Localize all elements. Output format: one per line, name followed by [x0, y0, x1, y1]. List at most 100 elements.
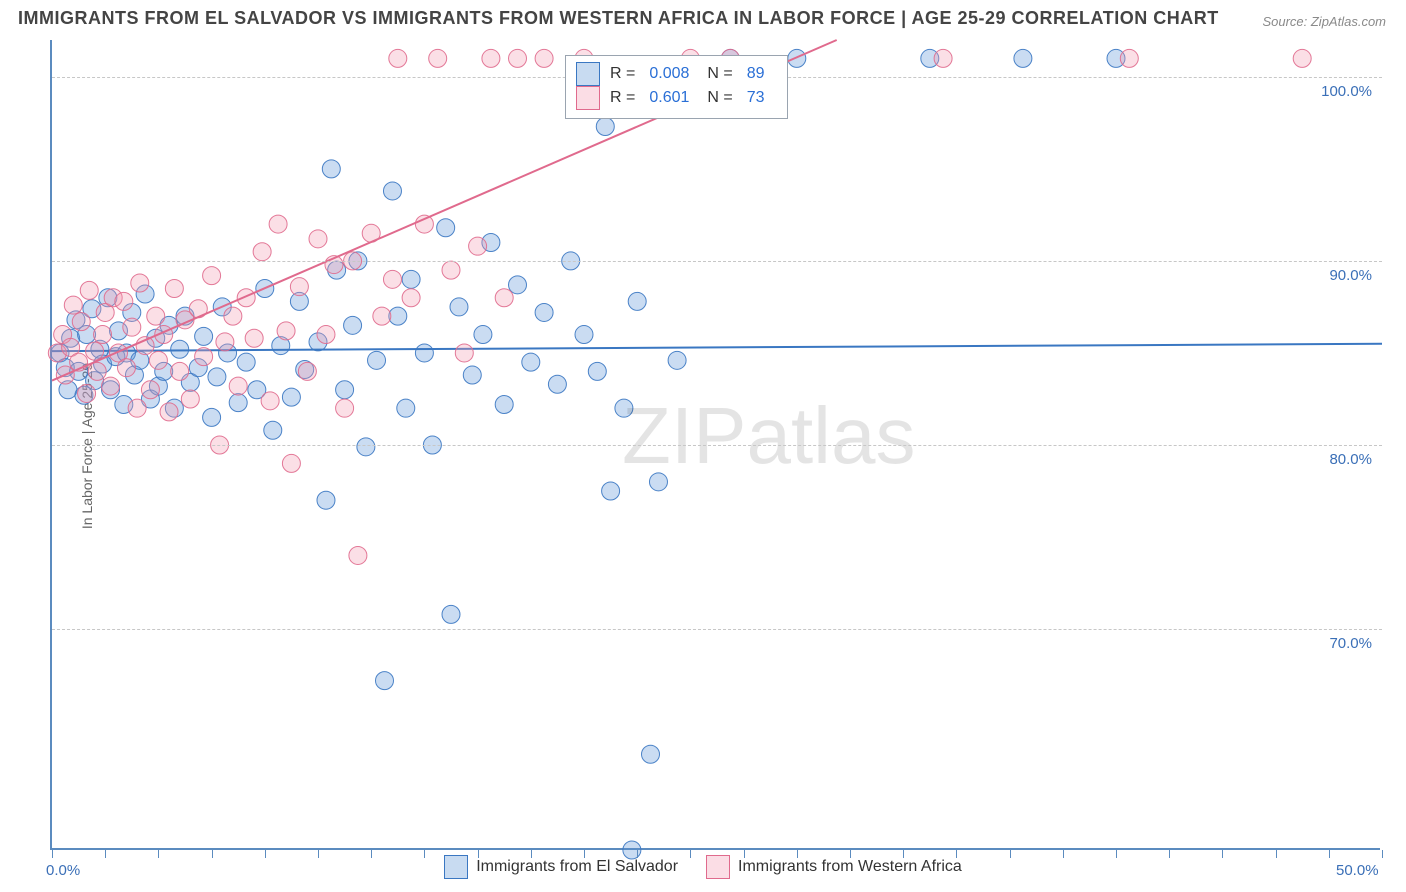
data-point — [298, 362, 316, 380]
data-point — [509, 49, 527, 67]
series-legend: Immigrants from El Salvador Immigrants fr… — [0, 855, 1406, 884]
data-point — [115, 292, 133, 310]
data-point — [402, 270, 420, 288]
data-point — [588, 362, 606, 380]
data-point — [290, 278, 308, 296]
data-point — [376, 672, 394, 690]
source-label: Source: ZipAtlas.com — [1262, 14, 1386, 29]
data-point — [264, 421, 282, 439]
data-point — [442, 605, 460, 623]
data-point — [269, 215, 287, 233]
data-point — [253, 243, 271, 261]
data-point — [261, 392, 279, 410]
data-point — [149, 351, 167, 369]
data-point — [628, 292, 646, 310]
data-point — [309, 230, 327, 248]
data-point — [389, 307, 407, 325]
data-point — [934, 49, 952, 67]
data-point — [397, 399, 415, 417]
plot-area: ZIPatlas 70.0%80.0%90.0%100.0%0.0%50.0% — [50, 40, 1380, 850]
data-point — [509, 276, 527, 294]
legend-label: Immigrants from El Salvador — [476, 858, 678, 876]
correlation-legend: R =0.008N =89R =0.601N =73 — [565, 55, 788, 119]
data-point — [437, 219, 455, 237]
data-point — [522, 353, 540, 371]
legend-swatch — [444, 855, 468, 879]
data-point — [495, 396, 513, 414]
data-point — [237, 289, 255, 307]
data-point — [649, 473, 667, 491]
data-point — [165, 280, 183, 298]
data-point — [482, 49, 500, 67]
data-point — [282, 388, 300, 406]
chart-svg — [52, 40, 1380, 848]
legend-n-value: 89 — [743, 63, 773, 85]
data-point — [336, 381, 354, 399]
data-point — [317, 326, 335, 344]
data-point — [195, 348, 213, 366]
legend-r-value: 0.008 — [645, 63, 697, 85]
data-point — [195, 327, 213, 345]
data-point — [344, 316, 362, 334]
legend-item: Immigrants from El Salvador — [444, 855, 678, 879]
data-point — [402, 289, 420, 307]
y-tick-label: 100.0% — [1312, 83, 1372, 100]
data-point — [602, 482, 620, 500]
data-point — [615, 399, 633, 417]
data-point — [123, 318, 141, 336]
data-point — [171, 362, 189, 380]
data-point — [80, 281, 98, 299]
data-point — [224, 307, 242, 325]
data-point — [203, 408, 221, 426]
data-point — [368, 351, 386, 369]
data-point — [548, 375, 566, 393]
data-point — [229, 377, 247, 395]
data-point — [642, 745, 660, 763]
data-point — [245, 329, 263, 347]
data-point — [469, 237, 487, 255]
y-tick-label: 70.0% — [1312, 635, 1372, 652]
data-point — [383, 270, 401, 288]
data-point — [237, 353, 255, 371]
data-point — [216, 333, 234, 351]
data-point — [389, 49, 407, 67]
data-point — [86, 342, 104, 360]
data-point — [128, 399, 146, 417]
data-point — [282, 454, 300, 472]
data-point — [575, 326, 593, 344]
data-point — [1293, 49, 1311, 67]
legend-swatch — [576, 86, 600, 110]
data-point — [72, 313, 90, 331]
data-point — [535, 49, 553, 67]
data-point — [668, 351, 686, 369]
data-point — [788, 49, 806, 67]
legend-swatch — [576, 62, 600, 86]
data-point — [463, 366, 481, 384]
legend-item: Immigrants from Western Africa — [706, 855, 962, 879]
legend-row: R =0.008N =89 — [576, 62, 773, 86]
gridline — [52, 445, 1382, 446]
legend-r-label: R = — [610, 63, 635, 85]
data-point — [322, 160, 340, 178]
data-point — [455, 344, 473, 362]
legend-r-label: R = — [610, 87, 635, 109]
chart-title: IMMIGRANTS FROM EL SALVADOR VS IMMIGRANT… — [18, 8, 1219, 29]
data-point — [102, 377, 120, 395]
data-point — [415, 215, 433, 233]
data-point — [429, 49, 447, 67]
data-point — [1120, 49, 1138, 67]
data-point — [117, 359, 135, 377]
data-point — [596, 118, 614, 136]
legend-n-label: N = — [707, 87, 732, 109]
data-point — [229, 394, 247, 412]
data-point — [349, 546, 367, 564]
legend-swatch — [706, 855, 730, 879]
legend-label: Immigrants from Western Africa — [738, 858, 962, 876]
data-point — [1014, 49, 1032, 67]
data-point — [373, 307, 391, 325]
data-point — [442, 261, 460, 279]
data-point — [131, 274, 149, 292]
legend-n-value: 73 — [743, 87, 773, 109]
data-point — [415, 344, 433, 362]
data-point — [171, 340, 189, 358]
